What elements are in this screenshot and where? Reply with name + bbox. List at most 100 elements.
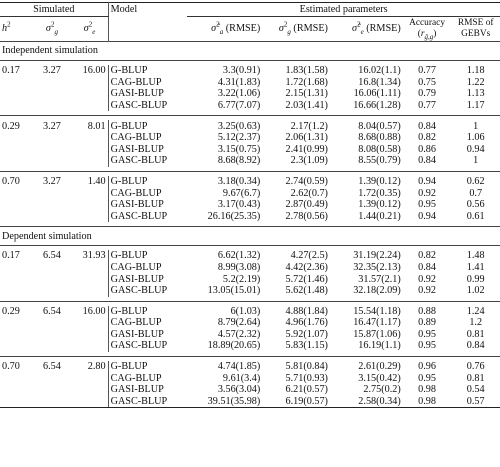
sigma-e-estimate: 16.02(1.1) <box>358 65 401 77</box>
sigma-g-estimate: 2.62(0.7) <box>290 187 328 199</box>
table-row: GASI-BLUP 3.15(0.75) 2.41(0.99) 8.08(0.58) 0… <box>0 143 500 156</box>
model-name: GASI-BLUP <box>110 143 164 155</box>
model-name: GASC-BLUP <box>110 155 168 167</box>
accuracy-value: 0.98 <box>418 384 436 396</box>
sigma-a-estimate: 9.67(6.7) <box>222 187 261 199</box>
sigma-a-estimate: 3.17(0.43) <box>217 199 261 211</box>
sigma-g-header: σ2g <box>45 21 58 37</box>
sigma-e-estimate: 31.19(2.24) <box>353 250 401 262</box>
accuracy-value: 0.86 <box>418 143 436 155</box>
accuracy-value: 0.95 <box>418 199 436 211</box>
sigma-e-estimate: 1.44(0.21) <box>358 210 401 222</box>
sigma-a-estimate: 18.89(20.65) <box>207 340 261 352</box>
sigma-e-estimate: 2.61(0.29) <box>358 361 401 373</box>
sigma-a-estimate: 6(1.03) <box>230 305 261 317</box>
table-row: GASI-BLUP 5.2(2.19) 5.72(1.46) 31.57(2.1) 0.… <box>0 273 500 285</box>
group-divider <box>0 60 500 65</box>
model-name: GASC-BLUP <box>108 395 188 409</box>
results-table: Simulated Model Estimated parameters h2 … <box>0 2 500 409</box>
model-name: G-BLUP <box>110 175 148 187</box>
sigma-e-estimate: 32.18(2.09) <box>353 285 401 297</box>
accuracy-value: 0.82 <box>418 132 436 144</box>
sigma-a-estimate: 3.15(0.75) <box>217 143 261 155</box>
model-name: CAG-BLUP <box>110 317 162 329</box>
sigma-e-estimate: 8.04(0.57) <box>358 120 401 132</box>
section-title-row: Independent simulation <box>0 41 500 61</box>
sigma-a-estimate: 9.61(3.4) <box>222 372 261 384</box>
sigma-g-value: 3.27 <box>43 65 61 77</box>
model-name: G-BLUP <box>110 65 148 77</box>
sigma-a-estimate: 5.12(2.37) <box>217 132 261 144</box>
sigma-g-estimate: 1.83(1.58) <box>285 65 328 77</box>
sigma-e-value: 16.00 <box>71 65 109 77</box>
accuracy-header: Accuracy (rĝ,g) <box>409 17 446 41</box>
accuracy-value: 0.92 <box>418 285 436 297</box>
sigma-g-estimate: 2.74(0.59) <box>285 175 328 187</box>
sigma-g-estimate: 1.72(1.68) <box>285 76 328 88</box>
sigma-e-estimate: 31.57(2.1) <box>358 273 401 285</box>
rmse-gebv-value: 1.18 <box>466 65 485 77</box>
sigma-a-estimate: 8.68(8.92) <box>217 155 261 167</box>
h2-value: 0.70 <box>2 175 20 187</box>
sigma-g-estimate: 5.81(0.84) <box>285 361 328 373</box>
rmse-gebv-value: 0.84 <box>466 340 485 352</box>
table-row: CAG-BLUP 9.67(6.7) 2.62(0.7) 1.72(0.35) 0.92… <box>0 187 500 199</box>
sigma-e-estimate: 15.87(1.06) <box>353 328 401 340</box>
accuracy-value: 0.96 <box>418 361 436 373</box>
accuracy-value: 0.84 <box>418 261 436 273</box>
accuracy-value: 0.79 <box>418 88 436 100</box>
sigma-g-estimate: 5.62(1.48) <box>285 285 328 297</box>
h2-value: 0.17 <box>2 65 20 77</box>
sigma-e-estimate: 16.19(1.1) <box>358 340 401 352</box>
sigma-a-estimate: 13.05(15.01) <box>207 285 261 297</box>
group-divider <box>0 115 500 121</box>
sigma-g-value: 3.27 <box>43 175 61 187</box>
rmse-gebv-value: 0.94 <box>466 143 485 155</box>
sigma-g-estimate: 2.06(1.31) <box>285 132 328 144</box>
sigma-g-value: 6.54 <box>43 361 61 373</box>
sigma-a-estimate: 26.16(25.35) <box>207 210 261 222</box>
section-title: Independent simulation <box>0 41 500 61</box>
rmse-gebv-value: 0.99 <box>466 273 485 285</box>
accuracy-value: 0.89 <box>418 317 436 329</box>
sigma-g-estimate: 6.19(0.57) <box>262 395 330 409</box>
model-name: G-BLUP <box>110 305 148 317</box>
sigma-g-estimate: 4.88(1.84) <box>285 305 328 317</box>
sigma-a-estimate: 3.3(0.91) <box>222 65 261 77</box>
rmse-gebv-value: 0.7 <box>469 187 483 199</box>
sigma-g-estimate: 6.21(0.57) <box>285 384 328 396</box>
rmse-gebv-value: 0.54 <box>466 384 485 396</box>
sigma-g-estimate: 4.27(2.5) <box>290 250 328 262</box>
group-divider <box>0 300 500 306</box>
model-name: CAG-BLUP <box>110 372 162 384</box>
table-row: CAG-BLUP 8.79(2.64) 4.96(1.76) 16.47(1.17) 0… <box>0 317 500 329</box>
model-name: GASC-BLUP <box>110 340 168 352</box>
sigma-a-estimate: 3.22(1.06) <box>217 88 261 100</box>
sigma-a-estimate: 4.74(1.85) <box>217 361 261 373</box>
sigma-e-estimate: 1.72(0.35) <box>358 187 401 199</box>
accuracy-value: 0.92 <box>418 273 436 285</box>
header-row-2: h2 σ2g σ2e σ̂2a (RMSE) σ2g (RMSE) σ̂2e (… <box>0 16 500 42</box>
sigma-g-estimate: 2.3(1.09) <box>290 155 328 167</box>
sigma-e-estimate: 3.15(0.42) <box>358 372 401 384</box>
table-row: CAG-BLUP 8.99(3.08) 4.42(2.36) 32.35(2.13) 0… <box>0 261 500 274</box>
model-name: GASC-BLUP <box>110 99 168 111</box>
sigma-e-estimate: 1.39(0.12) <box>358 175 401 187</box>
sigma-a-estimate: 39.51(35.98) <box>187 395 263 409</box>
sigma-e-estimate: 8.08(0.58) <box>358 143 401 155</box>
rmse-gebv-value: 0.81 <box>466 328 485 340</box>
h2-value: 0.29 <box>2 120 20 132</box>
sigma-g-est-header: σ2g (RMSE) <box>278 21 328 37</box>
group-divider <box>0 355 500 361</box>
h2-header: h2 <box>2 21 11 35</box>
header-row-1: Simulated Model Estimated parameters <box>0 2 500 17</box>
sigma-e-estimate: 2.75(0.2) <box>363 384 401 396</box>
model-name: GASI-BLUP <box>110 199 164 211</box>
section-title-row: Dependent simulation <box>0 226 500 246</box>
section-title: Dependent simulation <box>0 226 500 246</box>
model-name: GASI-BLUP <box>110 88 164 100</box>
model-header: Model <box>108 2 188 17</box>
rmse-gebv-value: 0.76 <box>466 361 485 373</box>
accuracy-value: 0.92 <box>418 187 436 199</box>
